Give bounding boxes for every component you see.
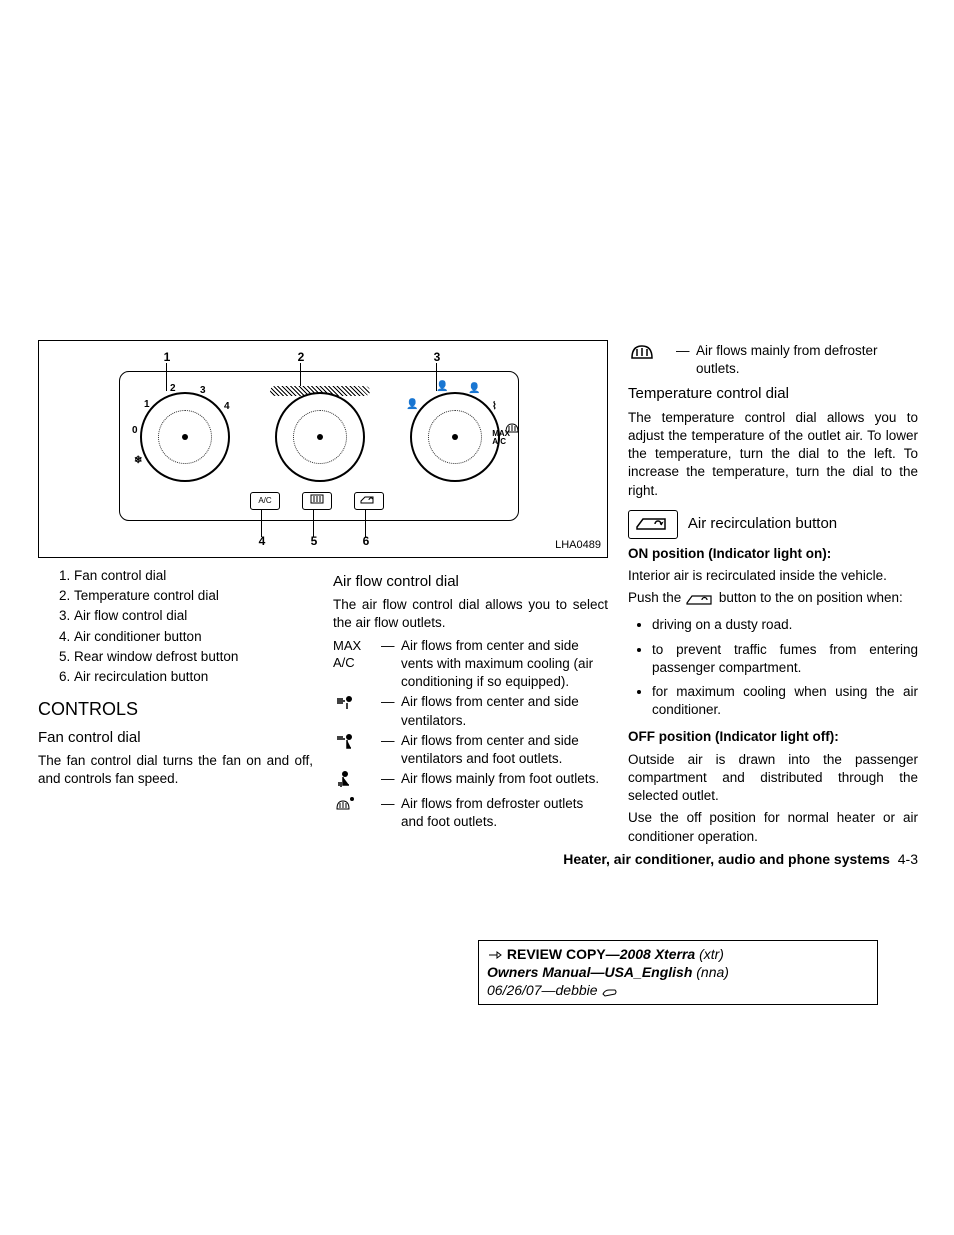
legend-item: Fan control dial — [74, 566, 313, 586]
bullet-item: to prevent traffic fumes from entering p… — [652, 638, 918, 680]
legend-item: Air recirculation button — [74, 667, 313, 687]
bullet-item: driving on a dusty road. — [652, 613, 918, 637]
recirc-inline-icon — [685, 592, 715, 606]
defrost-row: — Air flows mainly from defroster outlet… — [628, 342, 918, 378]
pointer-6: 6 — [356, 533, 376, 549]
pointer-3: 3 — [427, 349, 447, 365]
recirc-icon-box — [628, 510, 678, 539]
pointer-2: 2 — [291, 349, 311, 365]
recirc-bullets: driving on a dusty road. to prevent traf… — [628, 613, 918, 722]
bilevel-icon — [333, 732, 381, 768]
airflow-row-face: — Air flows from center and side ventila… — [333, 693, 608, 729]
pointer-5: 5 — [304, 533, 324, 549]
airflow-intro: The air flow control dial allows you to … — [333, 596, 608, 632]
foot-icon — [333, 770, 381, 793]
recirc-icon — [635, 513, 671, 531]
airflow-row-footdefrost: — Air flows from defroster outlets and f… — [333, 795, 608, 831]
rear-defrost-button-graphic — [302, 492, 332, 510]
foot-defrost-icon — [333, 795, 381, 831]
fan-heading: Fan control dial — [38, 728, 313, 748]
legend-item: Temperature control dial — [74, 586, 313, 606]
legend-item: Rear window defrost button — [74, 647, 313, 667]
button-row: A/C — [250, 492, 384, 510]
pointer-1: 1 — [157, 349, 177, 365]
bullet-item: for maximum cooling when using the air c… — [652, 680, 918, 722]
airflow-row-foot: — Air flows mainly from foot outlets. — [333, 770, 608, 793]
temp-dial-graphic — [275, 392, 365, 482]
off-label: OFF position (Indicator light off): — [628, 729, 839, 744]
off-body2: Use the off position for normal heater o… — [628, 809, 918, 845]
legend-item: Air conditioner button — [74, 627, 313, 647]
hvac-diagram: LHA0489 1 2 3 0 1 2 3 4 — [38, 340, 608, 558]
hand-icon — [601, 986, 619, 998]
control-panel: 0 1 2 3 4 ❄ 👤 👤 — [119, 371, 519, 521]
airflow-dial-graphic: 👤 👤 👤 ⌇ MAXA/C — [410, 392, 500, 482]
face-icon — [333, 693, 381, 729]
pointer-4: 4 — [252, 533, 272, 549]
page-footer: Heater, air conditioner, audio and phone… — [563, 850, 918, 869]
fan-dial-graphic: 0 1 2 3 4 ❄ — [140, 392, 230, 482]
recirc-heading: Air recirculation button — [688, 515, 837, 532]
airflow-row-max: MAXA/C — Air flows from center and side … — [333, 637, 608, 692]
diagram-id: LHA0489 — [555, 538, 601, 553]
on-body: Interior air is recirculated inside the … — [628, 567, 918, 585]
review-stamp: REVIEW COPY—2008 Xterra (xtr) Owners Man… — [478, 940, 878, 1005]
defrost-icon — [504, 422, 520, 434]
ac-button-graphic: A/C — [250, 492, 280, 510]
hand-point-icon — [487, 949, 503, 961]
temp-body: The temperature control dial allows you … — [628, 409, 918, 500]
off-body: Outside air is drawn into the passenger … — [628, 751, 918, 806]
on-label: ON position (Indicator light on): — [628, 546, 831, 561]
temp-heading: Temperature control dial — [628, 384, 918, 404]
defrost-icon — [628, 342, 676, 378]
recirc-heading-row: Air recirculation button — [628, 510, 918, 539]
airflow-heading: Air flow control dial — [333, 572, 608, 592]
max-ac-icon: MAXA/C — [333, 637, 381, 692]
legend-list: Fan control dial Temperature control dia… — [38, 566, 313, 687]
push-line: Push the button to the on position when: — [628, 589, 918, 607]
recirc-button-graphic — [354, 492, 384, 510]
controls-heading: CONTROLS — [38, 697, 313, 721]
legend-item: Air flow control dial — [74, 606, 313, 626]
airflow-row-bilevel: — Air flows from center and side ventila… — [333, 732, 608, 768]
fan-body: The fan control dial turns the fan on an… — [38, 752, 313, 788]
